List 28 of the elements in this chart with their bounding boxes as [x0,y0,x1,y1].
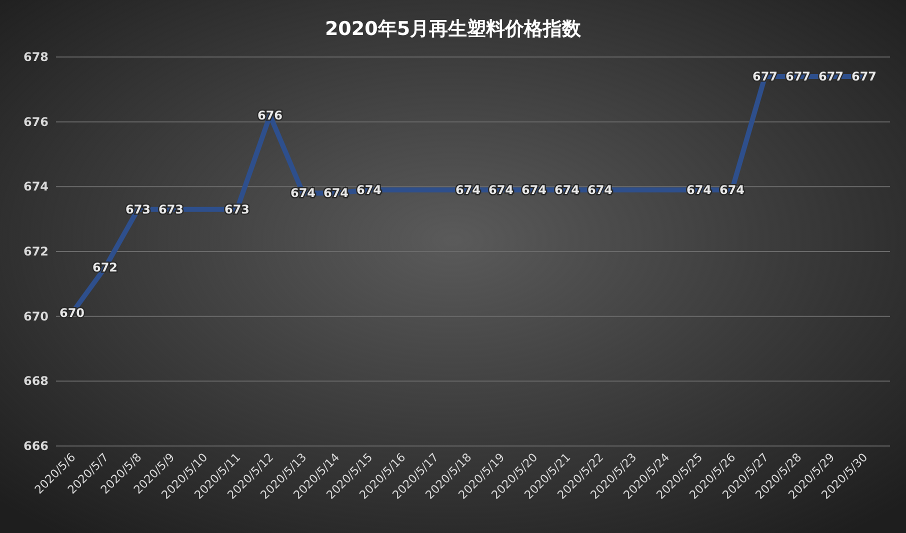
data-label: 677 [818,69,844,84]
y-tick-label: 668 [23,374,49,388]
y-tick-label: 672 [23,244,49,258]
data-label: 673 [224,202,250,216]
data-label: 674 [719,182,745,197]
y-tick-label: 670 [23,309,49,324]
y-tick-label: 666 [23,439,49,453]
data-label: 674 [587,182,613,197]
y-tick-label: 674 [23,180,49,194]
data-label: 670 [59,306,85,320]
y-tick-label: 676 [23,114,49,129]
y-tick-label: 678 [23,50,49,64]
data-label: 673 [158,202,184,216]
data-label: 677 [851,69,877,84]
data-label: 674 [323,186,349,200]
data-label: 674 [455,182,481,197]
data-label: 677 [785,69,811,84]
data-label: 674 [356,182,382,197]
chart-title: 2020年5月再生塑料价格指数 [324,18,582,40]
data-label: 672 [92,260,118,275]
data-label: 674 [554,182,580,197]
data-label: 674 [686,182,712,197]
data-label: 673 [125,202,151,216]
data-label: 674 [290,186,316,200]
data-label: 674 [488,182,514,197]
data-label: 674 [521,182,547,197]
data-label: 676 [257,108,283,122]
data-label: 677 [752,69,778,84]
